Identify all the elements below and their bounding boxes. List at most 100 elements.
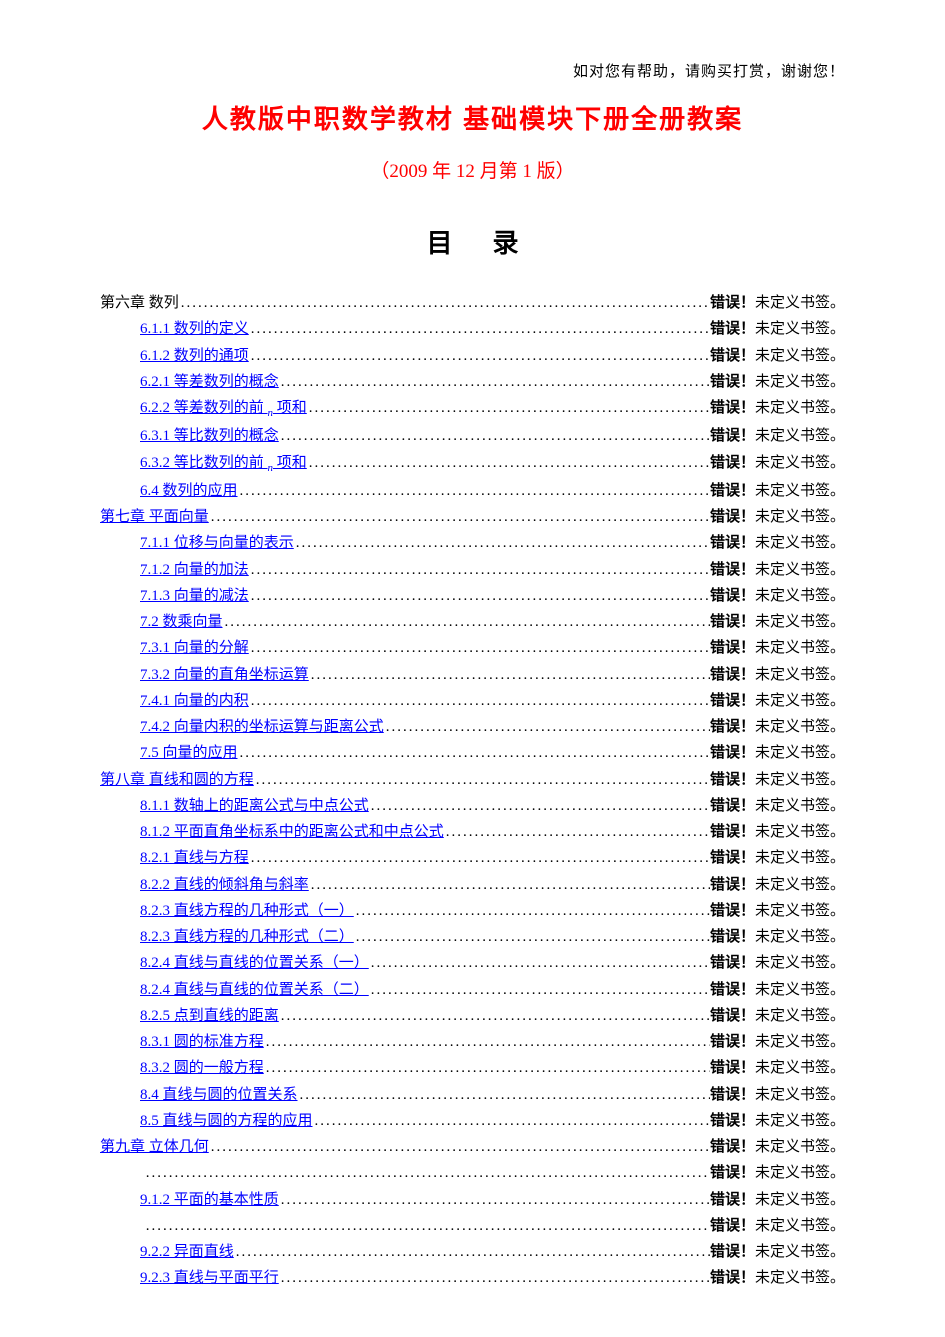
toc-link[interactable]: 第九章 立体几何 xyxy=(100,1134,209,1160)
toc-link[interactable]: 6.3.2 等比数列的前 n 项和 xyxy=(140,450,307,478)
toc-link[interactable]: 7.1.3 向量的减法 xyxy=(140,583,249,609)
toc-link[interactable]: 7.3.2 向量的直角坐标运算 xyxy=(140,662,309,688)
toc-link[interactable]: 7.1.2 向量的加法 xyxy=(140,557,249,583)
toc-entry: 7.5 向量的应用 错误！未定义书签。 xyxy=(100,740,845,766)
toc-link[interactable]: 7.4.2 向量内积的坐标运算与距离公式 xyxy=(140,714,384,740)
toc-entry: 8.2.4 直线与直线的位置关系（一）错误！未定义书签。 xyxy=(100,950,845,976)
toc-entry: 9.2.2 异面直线错误！未定义书签。 xyxy=(100,1239,845,1265)
toc-page-ref: 错误！未定义书签。 xyxy=(710,845,845,871)
toc-entry: 8.1.1 数轴上的距离公式与中点公式错误！未定义书签。 xyxy=(100,793,845,819)
toc-link[interactable]: 8.1.1 数轴上的距离公式与中点公式 xyxy=(140,793,369,819)
toc-link[interactable]: 7.3.1 向量的分解 xyxy=(140,635,249,661)
toc-leader-dots xyxy=(354,924,710,950)
toc-leader-dots xyxy=(279,1265,710,1291)
toc-page-ref: 错误！未定义书签。 xyxy=(710,290,845,316)
toc-entry: 6.2.2 等差数列的前 n 项和错误！未定义书签。 xyxy=(100,395,845,423)
toc-link[interactable]: 6.1.2 数列的通项 xyxy=(140,343,249,369)
toc-page-ref: 错误！未定义书签。 xyxy=(710,478,845,504)
toc-link[interactable]: 7.2 数乘向量 xyxy=(140,609,223,635)
toc-leader-dots xyxy=(179,290,710,316)
toc-link[interactable]: 8.2.5 点到直线的距离 xyxy=(140,1003,279,1029)
toc-entry: 6.4 数列的应用 错误！未定义书签。 xyxy=(100,478,845,504)
toc-entry: 第六章 数列错误！未定义书签。 xyxy=(100,290,845,316)
toc-page-ref: 错误！未定义书签。 xyxy=(710,583,845,609)
toc-leader-dots xyxy=(369,950,710,976)
toc-link[interactable]: 8.3.1 圆的标准方程 xyxy=(140,1029,264,1055)
toc-entry: 7.2 数乘向量 错误！未定义书签。 xyxy=(100,609,845,635)
toc-leader-dots xyxy=(234,1239,710,1265)
toc-page-ref: 错误！未定义书签。 xyxy=(710,924,845,950)
document-title: 人教版中职数学教材 基础模块下册全册教案 xyxy=(100,99,845,136)
toc-entry: 8.1.2 平面直角坐标系中的距离公式和中点公式 错误！未定义书签。 xyxy=(100,819,845,845)
toc-link[interactable]: 8.5 直线与圆的方程的应用 xyxy=(140,1108,313,1134)
toc-link[interactable]: 9.2.2 异面直线 xyxy=(140,1239,234,1265)
toc-leader-dots xyxy=(298,1082,710,1108)
toc-page-ref: 错误！未定义书签。 xyxy=(710,1055,845,1081)
toc-leader-dots xyxy=(369,793,710,819)
toc-page-ref: 错误！未定义书签。 xyxy=(710,450,845,476)
toc-link[interactable]: 7.5 向量的应用 xyxy=(140,740,238,766)
toc-link[interactable]: 7.1.1 位移与向量的表示 xyxy=(140,530,294,556)
toc-entry: 7.3.1 向量的分解错误！未定义书签。 xyxy=(100,635,845,661)
toc-page-ref: 错误！未定义书签。 xyxy=(710,872,845,898)
toc-leader-dots xyxy=(309,872,710,898)
toc-link[interactable]: 9.1.2 平面的基本性质 xyxy=(140,1187,279,1213)
toc-leader-dots xyxy=(144,1160,710,1186)
toc-link[interactable]: 8.2.4 直线与直线的位置关系（一） xyxy=(140,950,369,976)
toc-leader-dots xyxy=(354,898,710,924)
toc-link[interactable]: 8.2.3 直线方程的几种形式（二） xyxy=(140,924,354,950)
toc-link[interactable]: 8.2.3 直线方程的几种形式（一） xyxy=(140,898,354,924)
toc-entry: 第九章 立体几何错误！未定义书签。 xyxy=(100,1134,845,1160)
toc-link[interactable]: 9.2.3 直线与平面平行 xyxy=(140,1265,279,1291)
toc-page-ref: 错误！未定义书签。 xyxy=(710,316,845,342)
toc-link[interactable]: 第八章 直线和圆的方程 xyxy=(100,767,254,793)
toc-link[interactable]: 8.2.1 直线与方程 xyxy=(140,845,249,871)
toc-link[interactable]: 6.3.1 等比数列的概念 xyxy=(140,423,279,449)
toc-link[interactable]: 8.2.4 直线与直线的位置关系（二） xyxy=(140,977,369,1003)
toc-page-ref: 错误！未定义书签。 xyxy=(710,767,845,793)
toc-link[interactable]: 6.1.1 数列的定义 xyxy=(140,316,249,342)
toc-link[interactable]: 6.2.1 等差数列的概念 xyxy=(140,369,279,395)
toc-link[interactable]: 8.1.2 平面直角坐标系中的距离公式和中点公式 xyxy=(140,819,444,845)
toc-entry: 9.2.3 直线与平面平行错误！未定义书签。 xyxy=(100,1265,845,1291)
toc-link[interactable]: 8.4 直线与圆的位置关系 xyxy=(140,1082,298,1108)
toc-entry: 6.2.1 等差数列的概念错误！未定义书签。 xyxy=(100,369,845,395)
toc-leader-dots xyxy=(144,1213,710,1239)
toc-page-ref: 错误！未定义书签。 xyxy=(710,714,845,740)
toc-leader-dots xyxy=(313,1108,710,1134)
toc-link[interactable]: 6.4 数列的应用 xyxy=(140,478,238,504)
toc-page-ref: 错误！未定义书签。 xyxy=(710,504,845,530)
toc-entry: 7.1.3 向量的减法 错误！未定义书签。 xyxy=(100,583,845,609)
toc-link[interactable]: 8.3.2 圆的一般方程 xyxy=(140,1055,264,1081)
toc-entry: 8.2.1 直线与方程 错误！未定义书签。 xyxy=(100,845,845,871)
toc-entry: 8.4 直线与圆的位置关系错误！未定义书签。 xyxy=(100,1082,845,1108)
toc-leader-dots xyxy=(279,369,710,395)
toc-leader-dots xyxy=(264,1055,710,1081)
toc-leader-dots xyxy=(249,635,710,661)
toc-link[interactable]: 第七章 平面向量 xyxy=(100,504,209,530)
toc-page-ref: 错误！未定义书签。 xyxy=(710,1108,845,1134)
toc-entry: 7.3.2 向量的直角坐标运算错误！未定义书签。 xyxy=(100,662,845,688)
toc-entry: 8.2.5 点到直线的距离 错误！未定义书签。 xyxy=(100,1003,845,1029)
toc-entry: 8.2.3 直线方程的几种形式（一） 错误！未定义书签。 xyxy=(100,898,845,924)
toc-link[interactable]: 6.2.2 等差数列的前 n 项和 xyxy=(140,395,307,423)
toc-page-ref: 错误！未定义书签。 xyxy=(710,819,845,845)
toc-leader-dots xyxy=(444,819,710,845)
toc-heading: 目录 xyxy=(100,223,845,260)
toc-leader-dots xyxy=(254,767,710,793)
toc-page-ref: 错误！未定义书签。 xyxy=(710,1003,845,1029)
toc-leader-dots xyxy=(238,478,710,504)
toc-leader-dots xyxy=(279,423,710,449)
toc-leader-dots xyxy=(249,343,710,369)
toc-page-ref: 错误！未定义书签。 xyxy=(710,423,845,449)
toc-leader-dots xyxy=(279,1003,710,1029)
toc-link[interactable]: 8.2.2 直线的倾斜角与斜率 xyxy=(140,872,309,898)
toc-page-ref: 错误！未定义书签。 xyxy=(710,898,845,924)
toc-entry: 8.2.2 直线的倾斜角与斜率 错误！未定义书签。 xyxy=(100,872,845,898)
toc-entry: 6.1.2 数列的通项错误！未定义书签。 xyxy=(100,343,845,369)
toc-page-ref: 错误！未定义书签。 xyxy=(710,688,845,714)
toc-leader-dots xyxy=(249,688,710,714)
toc-page-ref: 错误！未定义书签。 xyxy=(710,740,845,766)
toc-page-ref: 错误！未定义书签。 xyxy=(710,609,845,635)
toc-link[interactable]: 7.4.1 向量的内积 xyxy=(140,688,249,714)
